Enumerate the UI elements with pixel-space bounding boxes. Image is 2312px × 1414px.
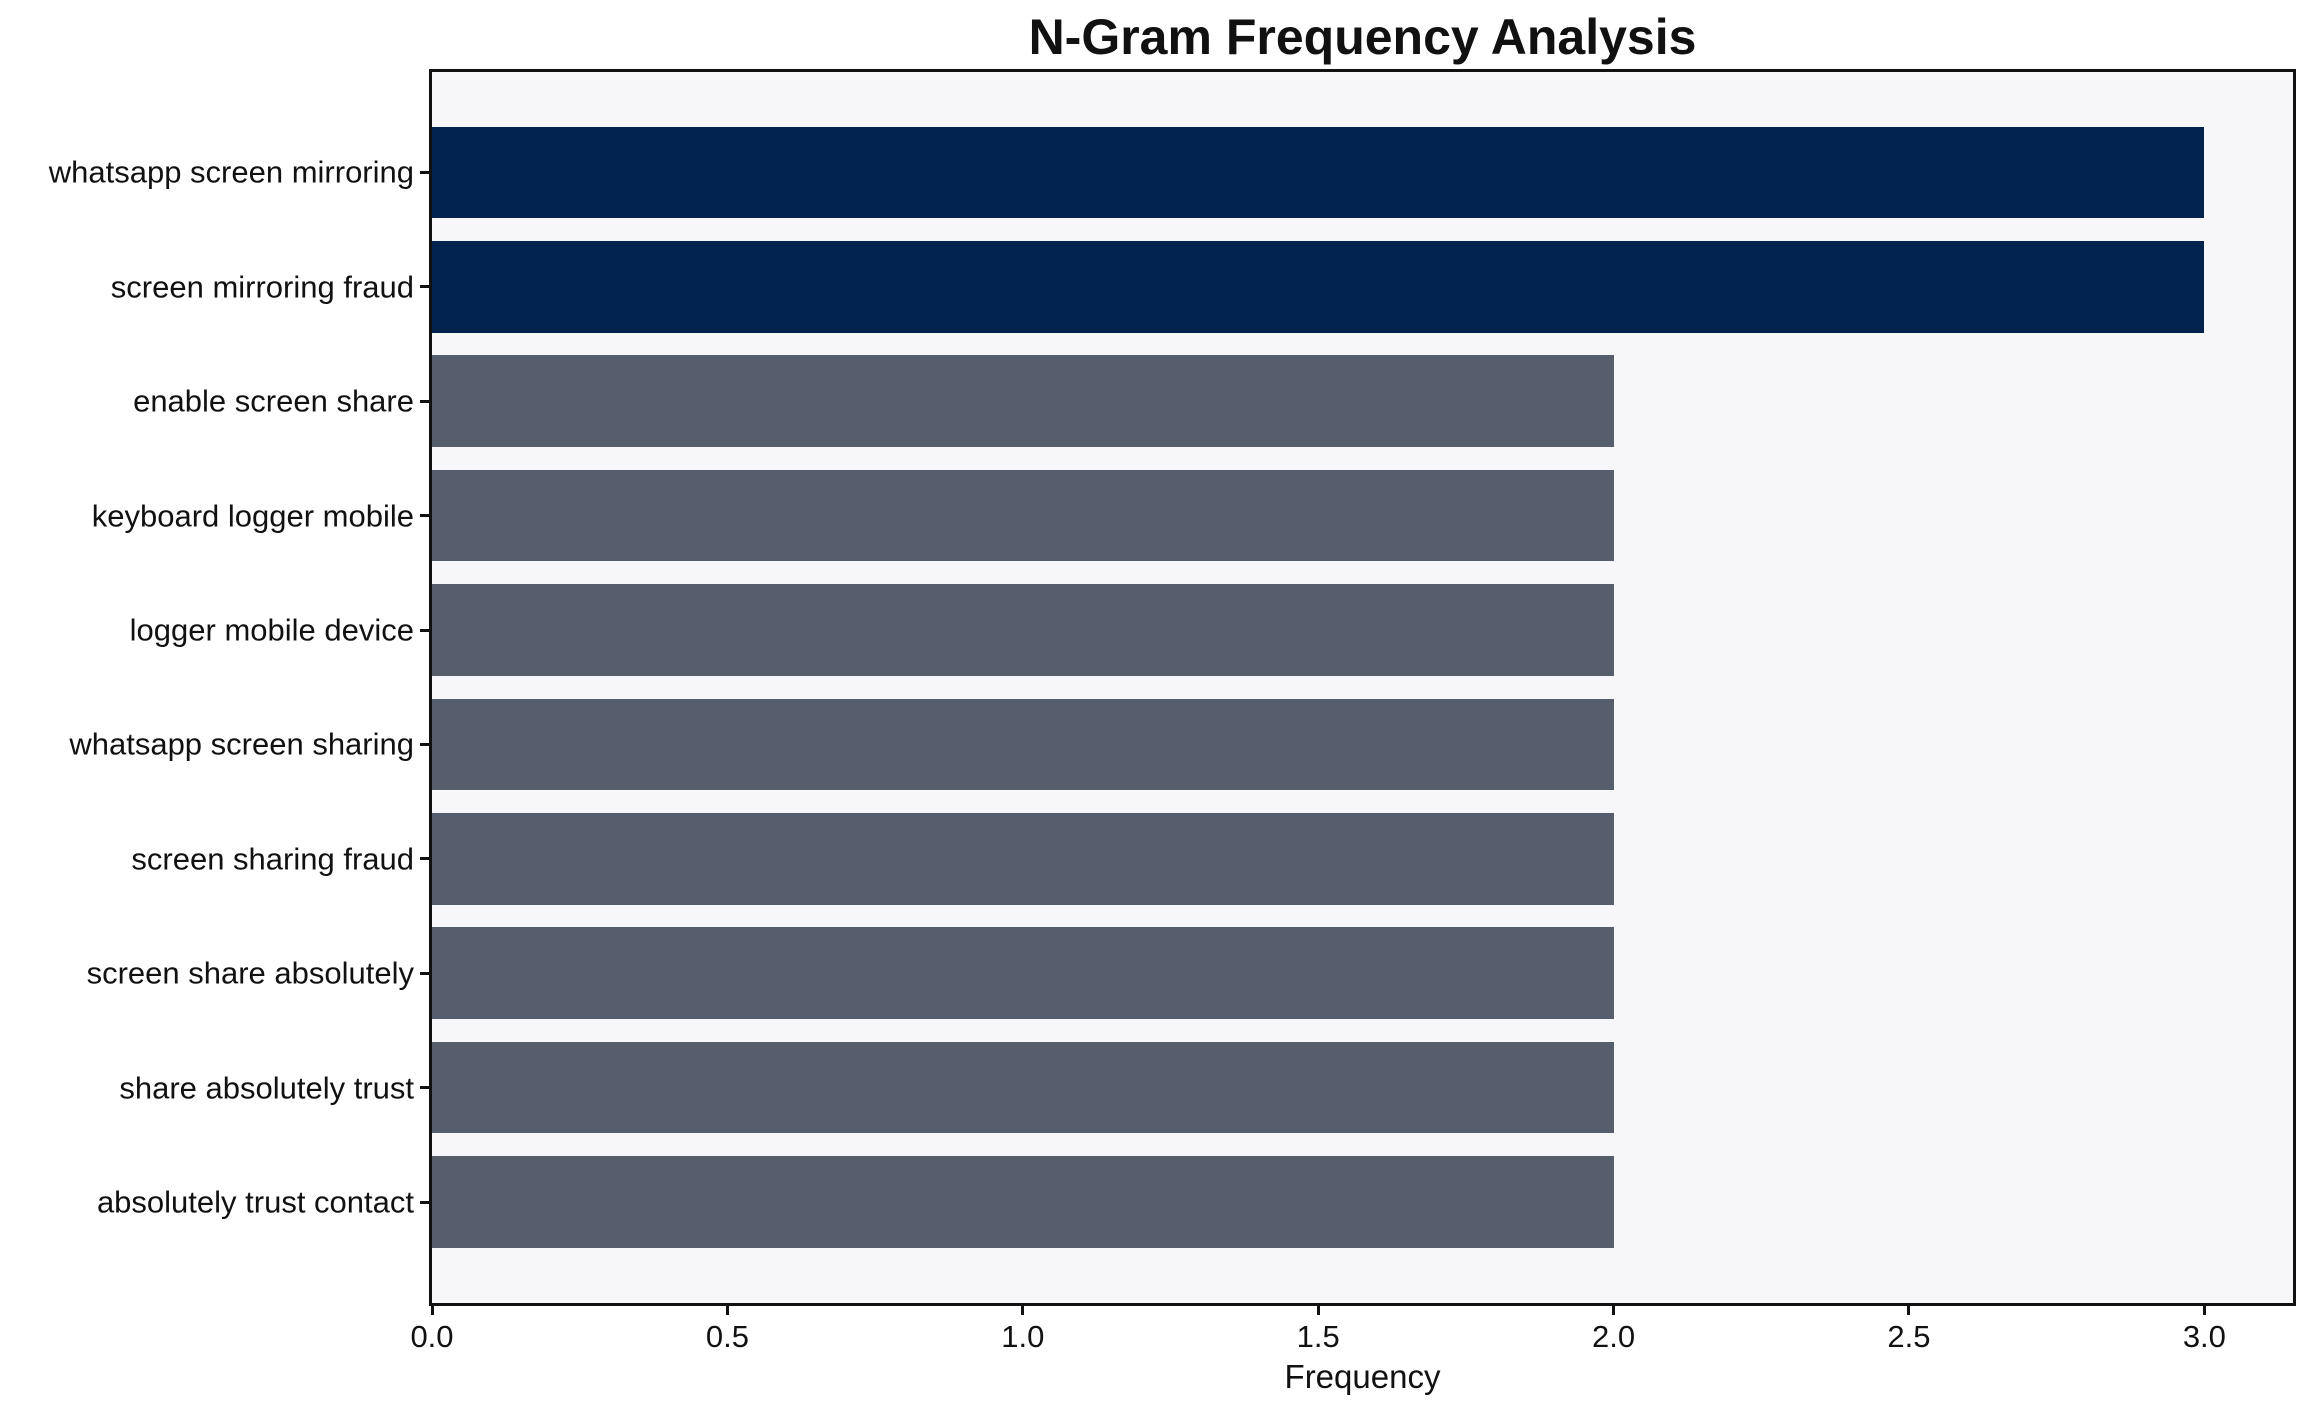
y-tick-mark [420, 742, 432, 746]
bar [432, 1041, 1614, 1134]
bar [432, 927, 1614, 1019]
y-tick-label: absolutely trust contact [96, 1184, 414, 1220]
bar [432, 1156, 1614, 1248]
x-tick-label: 2.5 [1887, 1319, 1931, 1354]
x-tick-mark [2202, 1303, 2206, 1315]
bar [432, 469, 1614, 562]
y-tick-mark [420, 399, 432, 403]
y-tick-mark [420, 1086, 432, 1090]
y-tick-mark [420, 514, 432, 518]
y-tick-label: screen sharing fraud [131, 841, 414, 877]
y-tick-label: screen share absolutely [86, 955, 414, 991]
y-tick-label: whatsapp screen sharing [69, 726, 414, 762]
x-axis-label: Frequency [1284, 1358, 1441, 1395]
y-tick-label: whatsapp screen mirroring [48, 154, 414, 190]
y-tick-label: logger mobile device [129, 612, 414, 648]
y-tick-mark [420, 628, 432, 632]
x-tick-mark [430, 1303, 434, 1315]
x-tick-label: 0.0 [410, 1319, 454, 1354]
bar [432, 813, 1614, 905]
bar [432, 241, 2205, 333]
y-tick-label: enable screen share [133, 383, 414, 419]
y-tick-mark [420, 857, 432, 861]
x-tick-mark [1021, 1303, 1025, 1315]
x-tick-mark [1316, 1303, 1320, 1315]
x-tick-mark [725, 1303, 729, 1315]
chart-title: N-Gram Frequency Analysis [1028, 9, 1697, 65]
y-tick-label: share absolutely trust [119, 1070, 414, 1106]
plot-area [429, 69, 2296, 1306]
bar [432, 584, 1614, 676]
x-tick-mark [1612, 1303, 1616, 1315]
x-tick-label: 0.5 [705, 1319, 749, 1354]
y-tick-label: keyboard logger mobile [91, 498, 414, 534]
x-tick-label: 1.0 [1001, 1319, 1045, 1354]
bar [432, 126, 2205, 219]
bar [432, 698, 1614, 791]
y-tick-mark [420, 971, 432, 975]
x-tick-mark [1907, 1303, 1911, 1315]
bar [432, 355, 1614, 447]
y-tick-mark [420, 1200, 432, 1204]
y-tick-mark [420, 170, 432, 174]
x-tick-label: 1.5 [1296, 1319, 1340, 1354]
x-tick-label: 2.0 [1592, 1319, 1636, 1354]
y-tick-mark [420, 285, 432, 289]
y-tick-label: screen mirroring fraud [110, 269, 414, 305]
x-tick-label: 3.0 [2182, 1319, 2226, 1354]
